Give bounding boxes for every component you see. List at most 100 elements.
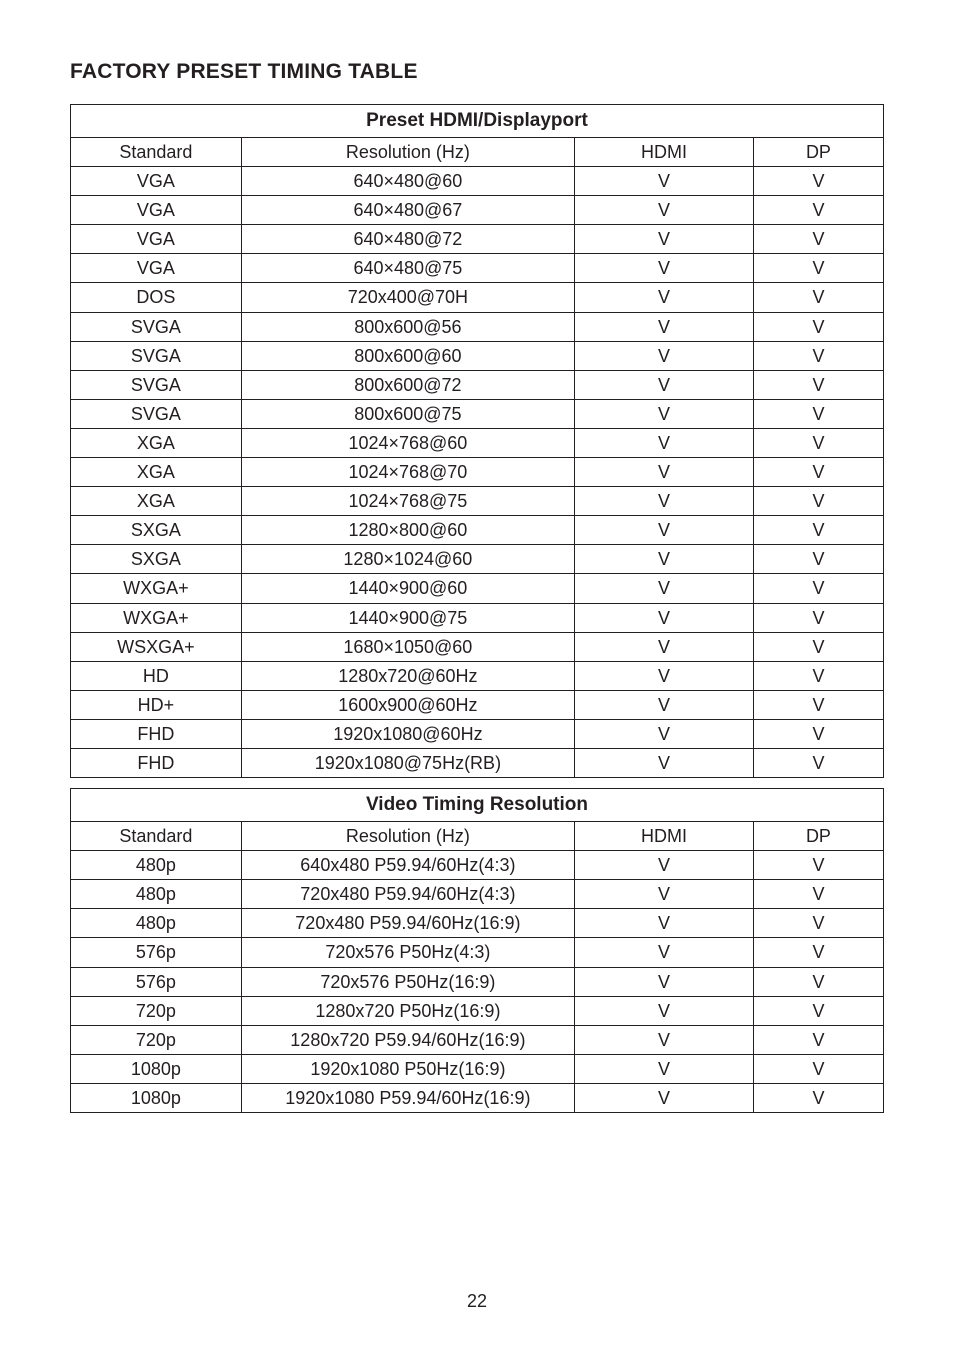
table-cell: V xyxy=(753,719,883,748)
table-cell: V xyxy=(575,196,754,225)
table-cell: FHD xyxy=(71,719,242,748)
table-cell: V xyxy=(753,1025,883,1054)
table-cell: VGA xyxy=(71,196,242,225)
table-cell: V xyxy=(575,690,754,719)
table-cell: V xyxy=(753,938,883,967)
table-cell: V xyxy=(753,516,883,545)
table-cell: 640×480@75 xyxy=(241,254,574,283)
table-cell: 1440×900@60 xyxy=(241,574,574,603)
table-cell: V xyxy=(753,196,883,225)
table-cell: DOS xyxy=(71,283,242,312)
table-cell: V xyxy=(575,399,754,428)
table-header-row: Standard Resolution (Hz) HDMI DP xyxy=(71,822,884,851)
table-cell: V xyxy=(575,254,754,283)
table-row: FHD1920x1080@60HzVV xyxy=(71,719,884,748)
table-cell: 576p xyxy=(71,967,242,996)
col-resolution-header: Resolution (Hz) xyxy=(241,822,574,851)
table-row: VGA640×480@67VV xyxy=(71,196,884,225)
col-dp-header: DP xyxy=(753,822,883,851)
table-cell: V xyxy=(753,909,883,938)
table-row: XGA1024×768@70VV xyxy=(71,458,884,487)
table-cell: 800x600@72 xyxy=(241,370,574,399)
table-cell: V xyxy=(753,341,883,370)
table-cell: VGA xyxy=(71,225,242,254)
table-cell: V xyxy=(753,1083,883,1112)
table-cell: V xyxy=(753,967,883,996)
table-cell: V xyxy=(575,487,754,516)
page-title: FACTORY PRESET TIMING TABLE xyxy=(70,60,884,84)
table-cell: XGA xyxy=(71,487,242,516)
table-cell: V xyxy=(575,428,754,457)
table-cell: V xyxy=(753,225,883,254)
table-cell: V xyxy=(753,399,883,428)
table-cell: V xyxy=(575,632,754,661)
table-cell: V xyxy=(575,967,754,996)
table-cell: V xyxy=(753,690,883,719)
table-cell: SVGA xyxy=(71,370,242,399)
table-row: SVGA800x600@75VV xyxy=(71,399,884,428)
table-cell: 1024×768@75 xyxy=(241,487,574,516)
table-section-header-row: Video Timing Resolution xyxy=(71,789,884,822)
table-cell: V xyxy=(575,1083,754,1112)
section-header: Video Timing Resolution xyxy=(71,789,884,822)
table-cell: V xyxy=(575,880,754,909)
table-row: WSXGA+1680×1050@60VV xyxy=(71,632,884,661)
table-cell: 720x576 P50Hz(4:3) xyxy=(241,938,574,967)
table-cell: 640×480@72 xyxy=(241,225,574,254)
table-row: 720p1280x720 P50Hz(16:9)VV xyxy=(71,996,884,1025)
table-cell: 1024×768@70 xyxy=(241,458,574,487)
table-cell: V xyxy=(753,1054,883,1083)
table-cell: VGA xyxy=(71,167,242,196)
table-row: 480p720x480 P59.94/60Hz(16:9)VV xyxy=(71,909,884,938)
table-header-row: Standard Resolution (Hz) HDMI DP xyxy=(71,138,884,167)
table-cell: 800x600@75 xyxy=(241,399,574,428)
table-row: XGA1024×768@75VV xyxy=(71,487,884,516)
table-cell: V xyxy=(575,341,754,370)
table-cell: 640×480@60 xyxy=(241,167,574,196)
table-cell: 1920x1080 P59.94/60Hz(16:9) xyxy=(241,1083,574,1112)
table-row: SXGA1280×1024@60VV xyxy=(71,545,884,574)
table-cell: HD+ xyxy=(71,690,242,719)
table-cell: V xyxy=(575,516,754,545)
table-row: 480p640x480 P59.94/60Hz(4:3)VV xyxy=(71,851,884,880)
table-row: SVGA800x600@60VV xyxy=(71,341,884,370)
table-cell: V xyxy=(753,632,883,661)
preset-hdmi-dp-table: Preset HDMI/Displayport Standard Resolut… xyxy=(70,104,884,778)
table-cell: 720x576 P50Hz(16:9) xyxy=(241,967,574,996)
table-row: 576p720x576 P50Hz(4:3)VV xyxy=(71,938,884,967)
table-cell: 1280×800@60 xyxy=(241,516,574,545)
table-row: HD1280x720@60HzVV xyxy=(71,661,884,690)
table-cell: V xyxy=(575,996,754,1025)
table-cell: SVGA xyxy=(71,399,242,428)
table-cell: V xyxy=(575,312,754,341)
table-cell: 640×480@67 xyxy=(241,196,574,225)
table-cell: V xyxy=(753,167,883,196)
col-dp-header: DP xyxy=(753,138,883,167)
table-cell: VGA xyxy=(71,254,242,283)
table-cell: 576p xyxy=(71,938,242,967)
table-cell: 480p xyxy=(71,880,242,909)
table-cell: V xyxy=(575,545,754,574)
table-cell: SXGA xyxy=(71,516,242,545)
table-cell: V xyxy=(753,428,883,457)
table-section-header-row: Preset HDMI/Displayport xyxy=(71,105,884,138)
table-cell: 480p xyxy=(71,909,242,938)
table-cell: V xyxy=(753,283,883,312)
table-cell: V xyxy=(753,370,883,399)
table-cell: SVGA xyxy=(71,341,242,370)
table-row: XGA1024×768@60VV xyxy=(71,428,884,457)
table-cell: V xyxy=(753,312,883,341)
table-cell: 1280x720 P50Hz(16:9) xyxy=(241,996,574,1025)
table-row: 576p720x576 P50Hz(16:9)VV xyxy=(71,967,884,996)
table-cell: 1280x720 P59.94/60Hz(16:9) xyxy=(241,1025,574,1054)
table-cell: V xyxy=(753,661,883,690)
table-cell: SVGA xyxy=(71,312,242,341)
col-standard-header: Standard xyxy=(71,822,242,851)
col-hdmi-header: HDMI xyxy=(575,138,754,167)
table-cell: 1280×1024@60 xyxy=(241,545,574,574)
table-cell: V xyxy=(575,603,754,632)
table-cell: V xyxy=(575,370,754,399)
table-cell: V xyxy=(575,748,754,777)
table-row: SVGA800x600@56VV xyxy=(71,312,884,341)
table-cell: V xyxy=(753,603,883,632)
